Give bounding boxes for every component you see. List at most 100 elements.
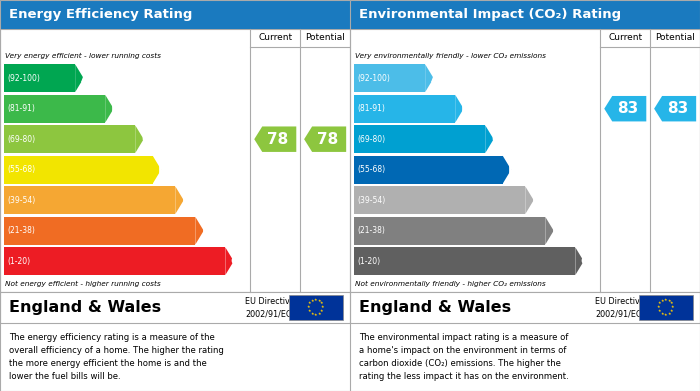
Text: Very environmentally friendly - lower CO₂ emissions: Very environmentally friendly - lower CO… — [355, 52, 546, 59]
Text: England & Wales: England & Wales — [8, 300, 161, 315]
Bar — [288, 295, 343, 319]
Text: G: G — [231, 255, 241, 268]
Text: Environmental Impact (CO₂) Rating: Environmental Impact (CO₂) Rating — [358, 8, 621, 21]
Text: Current: Current — [608, 33, 643, 43]
Polygon shape — [575, 248, 584, 275]
Polygon shape — [153, 156, 161, 184]
Polygon shape — [545, 217, 554, 245]
Bar — [4, 156, 153, 184]
Text: (81-91): (81-91) — [8, 104, 36, 113]
Text: EU Directive
2002/91/EC: EU Directive 2002/91/EC — [245, 297, 295, 318]
Text: 78: 78 — [316, 132, 338, 147]
Text: (92-100): (92-100) — [8, 74, 41, 83]
Text: A: A — [81, 72, 90, 85]
Text: ★: ★ — [321, 305, 325, 309]
Polygon shape — [525, 187, 533, 214]
Text: (69-80): (69-80) — [8, 135, 36, 144]
Text: ★: ★ — [318, 312, 321, 316]
Bar — [4, 125, 135, 153]
Text: 83: 83 — [666, 101, 688, 116]
Text: D: D — [158, 163, 169, 176]
Text: (21-38): (21-38) — [8, 226, 36, 235]
Text: ★: ★ — [664, 298, 668, 301]
Polygon shape — [105, 95, 113, 123]
Text: D: D — [508, 163, 519, 176]
Text: ★: ★ — [308, 301, 312, 305]
Text: B: B — [461, 102, 470, 115]
Text: F: F — [552, 224, 560, 237]
Text: C: C — [491, 133, 500, 146]
Bar — [354, 217, 545, 245]
Text: ★: ★ — [311, 299, 314, 303]
Bar — [4, 248, 225, 275]
Bar — [0, 292, 350, 323]
Polygon shape — [455, 95, 463, 123]
Text: ★: ★ — [668, 312, 671, 316]
Bar — [0, 29, 350, 292]
Polygon shape — [604, 96, 646, 122]
Text: Very energy efficient - lower running costs: Very energy efficient - lower running co… — [6, 52, 161, 59]
Text: (55-68): (55-68) — [358, 165, 386, 174]
Text: ★: ★ — [311, 312, 314, 316]
Bar — [0, 0, 350, 29]
Text: (1-20): (1-20) — [358, 256, 381, 266]
Bar — [354, 156, 503, 184]
Text: E: E — [181, 194, 190, 207]
Text: 78: 78 — [267, 132, 288, 147]
Text: ★: ★ — [314, 313, 318, 317]
Text: ★: ★ — [661, 312, 664, 316]
Text: B: B — [111, 102, 120, 115]
Polygon shape — [485, 125, 494, 153]
Text: ★: ★ — [671, 305, 675, 309]
Bar — [354, 95, 455, 123]
Polygon shape — [503, 156, 511, 184]
Polygon shape — [254, 126, 296, 152]
Text: (1-20): (1-20) — [8, 256, 31, 266]
Text: ★: ★ — [670, 309, 673, 313]
Text: ★: ★ — [308, 309, 312, 313]
Bar — [4, 187, 175, 214]
Text: ★: ★ — [657, 305, 661, 309]
Text: C: C — [141, 133, 150, 146]
Text: ★: ★ — [320, 301, 323, 305]
Text: G: G — [581, 255, 591, 268]
Text: The environmental impact rating is a measure of
a home's impact on the environme: The environmental impact rating is a mea… — [358, 333, 568, 380]
Text: ★: ★ — [664, 313, 668, 317]
Text: Potential: Potential — [305, 33, 345, 43]
Text: ★: ★ — [661, 299, 664, 303]
Text: ★: ★ — [307, 305, 311, 309]
Bar — [354, 248, 575, 275]
Text: Not environmentally friendly - higher CO₂ emissions: Not environmentally friendly - higher CO… — [355, 281, 546, 287]
Text: ★: ★ — [668, 299, 671, 303]
Text: Energy Efficiency Rating: Energy Efficiency Rating — [8, 8, 192, 21]
Polygon shape — [75, 64, 83, 92]
Polygon shape — [135, 125, 143, 153]
Text: 83: 83 — [617, 101, 638, 116]
Text: ★: ★ — [670, 301, 673, 305]
Text: ★: ★ — [314, 298, 318, 301]
Bar — [354, 187, 525, 214]
Text: Current: Current — [258, 33, 293, 43]
Text: (69-80): (69-80) — [358, 135, 386, 144]
Bar — [638, 295, 693, 319]
Text: EU Directive
2002/91/EC: EU Directive 2002/91/EC — [595, 297, 645, 318]
Text: ★: ★ — [658, 309, 662, 313]
Text: (39-54): (39-54) — [358, 196, 386, 205]
Polygon shape — [425, 64, 433, 92]
Text: ★: ★ — [320, 309, 323, 313]
Bar — [4, 217, 195, 245]
Bar — [350, 0, 700, 29]
Text: (92-100): (92-100) — [358, 74, 391, 83]
Text: (39-54): (39-54) — [8, 196, 36, 205]
Bar — [354, 65, 425, 92]
Bar — [350, 29, 700, 292]
Polygon shape — [195, 217, 204, 245]
Text: (81-91): (81-91) — [358, 104, 386, 113]
Text: England & Wales: England & Wales — [358, 300, 511, 315]
Polygon shape — [654, 96, 696, 122]
Text: (55-68): (55-68) — [8, 165, 36, 174]
Text: ★: ★ — [658, 301, 662, 305]
Bar — [350, 292, 700, 323]
Text: The energy efficiency rating is a measure of the
overall efficiency of a home. T: The energy efficiency rating is a measur… — [8, 333, 223, 380]
Text: Potential: Potential — [655, 33, 695, 43]
